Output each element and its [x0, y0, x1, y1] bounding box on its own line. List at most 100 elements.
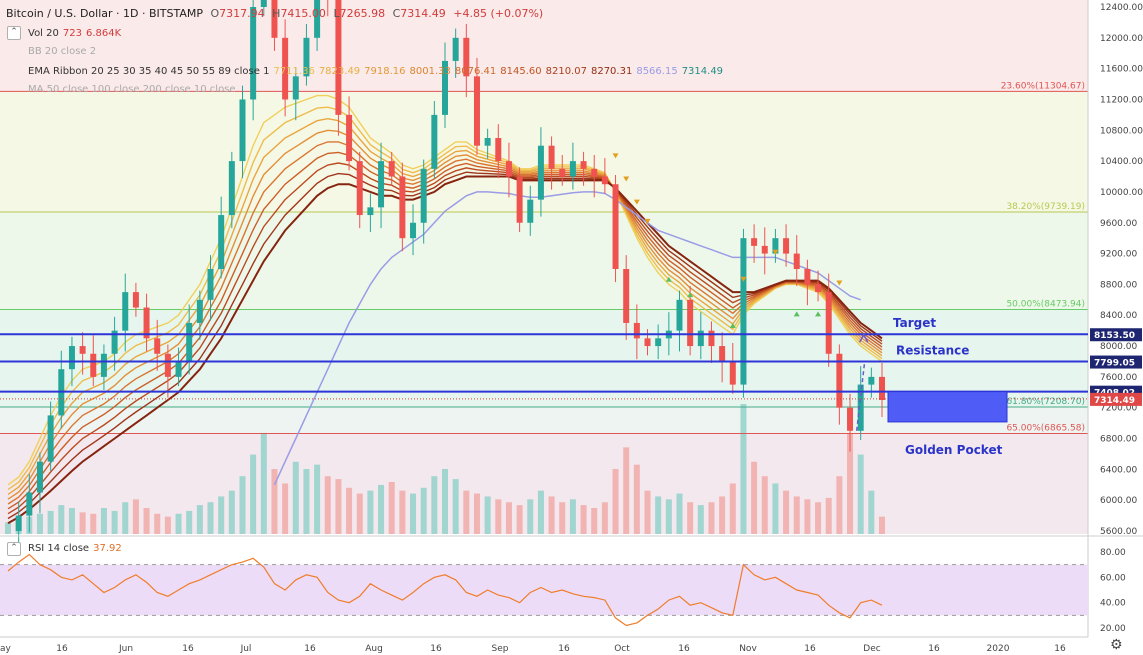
- volume-bar: [122, 502, 129, 534]
- candle-body: [452, 37, 459, 61]
- vol-legend[interactable]: Vol 20 723 6.864K: [28, 28, 122, 39]
- volume-bar: [58, 505, 65, 534]
- volume-bar: [90, 513, 97, 534]
- candle-body: [420, 168, 427, 223]
- ema-ribbon-line: [7, 175, 883, 525]
- candle-body: [15, 515, 22, 531]
- time-tick-label: 16: [304, 644, 316, 654]
- collapse-rsi-button[interactable]: ⌃: [7, 542, 21, 556]
- sell-marker: [612, 153, 619, 159]
- time-tick-label: ay: [0, 644, 12, 654]
- change-value: +4.85 (+0.07%): [453, 7, 544, 20]
- sell-marker: [623, 176, 630, 182]
- collapse-legend-button[interactable]: ⌃: [7, 26, 21, 40]
- level-price-tag: [1090, 328, 1142, 342]
- fib-label: 65.00%(6865.58): [1006, 423, 1085, 433]
- candle-body: [836, 353, 843, 408]
- volume-bar: [431, 476, 438, 534]
- candle-body: [708, 330, 715, 347]
- time-tick-label: Aug: [365, 644, 383, 654]
- volume-bar: [420, 487, 427, 534]
- candle-body: [623, 269, 630, 323]
- volume-bar: [847, 432, 854, 534]
- candle-body: [761, 245, 768, 254]
- level-price-tag: [1090, 355, 1142, 369]
- candle-body: [847, 407, 854, 431]
- ema-ribbon-line: [7, 141, 883, 505]
- volume-bar: [761, 476, 768, 534]
- volume-bar: [729, 483, 736, 534]
- candle-body: [495, 138, 502, 162]
- fib-zone: [0, 91, 1088, 213]
- bb-legend[interactable]: BB 20 close 2: [28, 46, 97, 57]
- time-tick-label: 16: [928, 644, 940, 654]
- candle-body: [868, 376, 875, 385]
- fib-label: 38.20%(9739.19): [1006, 202, 1085, 212]
- volume-bar: [292, 461, 299, 534]
- candle-body: [111, 330, 118, 354]
- volume-bar: [388, 482, 395, 534]
- volume-bar: [271, 469, 278, 534]
- golden-pocket-zone[interactable]: [887, 391, 1008, 423]
- volume-bar: [772, 483, 779, 534]
- volume-bar: [601, 502, 608, 534]
- volume-bar: [186, 510, 193, 534]
- high-value: 7415.00: [280, 7, 326, 20]
- candle-body: [100, 353, 107, 377]
- rsi-tick-label: 40.00: [1100, 599, 1126, 609]
- candle-body: [378, 161, 385, 208]
- candle-body: [505, 161, 512, 177]
- price-tick-label: 11200.00: [1100, 95, 1143, 105]
- candle-body: [527, 199, 534, 223]
- gear-icon[interactable]: ⚙: [1110, 637, 1123, 653]
- volume-bar: [239, 476, 246, 534]
- candle-body: [559, 168, 566, 177]
- candle-body: [122, 292, 129, 331]
- candle-body: [228, 161, 235, 216]
- volume-bar: [228, 490, 235, 534]
- candle-body: [879, 376, 885, 400]
- candle-body: [548, 145, 555, 169]
- level-price-label: 7799.05: [1094, 359, 1135, 369]
- volume-bar: [452, 479, 459, 534]
- rsi-legend[interactable]: RSI 14 close 37.92: [28, 543, 122, 554]
- sell-marker: [836, 280, 843, 286]
- volume-bar: [495, 499, 502, 534]
- volume-bar: [623, 447, 630, 534]
- ema-ribbon-legend[interactable]: EMA Ribbon 20 25 30 35 40 45 50 55 89 cl…: [28, 66, 724, 77]
- candle-body: [804, 269, 811, 285]
- candle-body: [132, 292, 139, 308]
- time-tick-label: 2020: [987, 644, 1010, 654]
- candle-body: [644, 338, 651, 347]
- volume-bar: [132, 499, 139, 534]
- close-value: 7314.49: [400, 7, 446, 20]
- candle-body: [90, 353, 97, 377]
- price-tick-label: 6800.00: [1100, 435, 1137, 445]
- time-tick-label: Sep: [492, 644, 509, 654]
- buy-marker: [815, 311, 822, 317]
- volume-bar: [879, 516, 885, 534]
- price-tick-label: 8400.00: [1100, 311, 1137, 321]
- volume-bar: [473, 493, 480, 534]
- volume-bar: [36, 513, 43, 534]
- volume-bar: [410, 493, 417, 534]
- candle-body: [772, 238, 779, 254]
- candle-body: [175, 361, 182, 377]
- price-tick-label: 10000.00: [1100, 188, 1143, 198]
- candle-body: [516, 176, 523, 223]
- price-tick-label: 12000.00: [1100, 34, 1143, 44]
- volume-bar: [250, 454, 257, 534]
- volume-bar: [111, 510, 118, 534]
- rsi-tick-label: 80.00: [1100, 548, 1126, 558]
- volume-bar: [484, 496, 491, 534]
- time-tick-label: 16: [56, 644, 68, 654]
- volume-bar: [580, 505, 587, 534]
- candle-body: [612, 184, 619, 269]
- candle-body: [218, 215, 225, 269]
- resistance-label: Resistance: [896, 344, 969, 358]
- projection-arrowhead: [859, 332, 869, 343]
- time-tick-label: Dec: [863, 644, 880, 654]
- ma-legend[interactable]: MA 50 close 100 close 200 close 10 close: [28, 84, 236, 95]
- ema-ribbon-line: [7, 171, 883, 520]
